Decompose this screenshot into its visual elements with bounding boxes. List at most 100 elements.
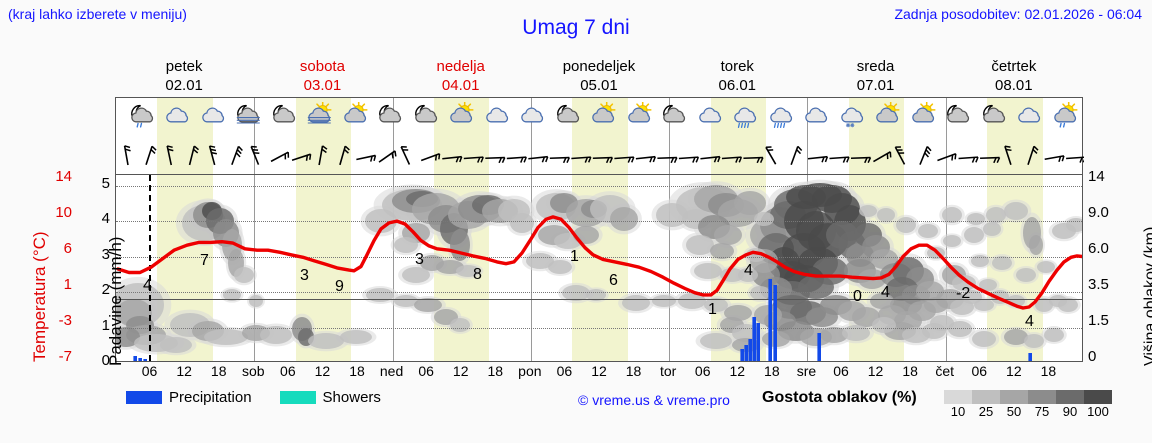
horizontal-gridline: [116, 185, 1082, 187]
temperature-value-label: 0: [853, 287, 862, 305]
time-tick-label: 06: [556, 363, 573, 379]
cloud-density-field: [116, 179, 1082, 356]
time-tick-label: sob: [241, 363, 265, 379]
cloud-density-scale-labels: 10 25 50 75 90 100: [944, 404, 1112, 419]
cloud-density-swatch: [1000, 390, 1028, 404]
day-header-četrtek: četrtek 08.01: [945, 55, 1083, 97]
time-tick-label: sre: [796, 363, 817, 379]
moon-cloud-icon: [375, 102, 409, 128]
day-date: 07.01: [856, 77, 895, 94]
moon-cloud-icon: [979, 102, 1013, 128]
time-tick-label: 12: [729, 363, 746, 379]
time-tick-label: 06: [833, 363, 849, 379]
time-tick-label: 12: [176, 363, 192, 379]
day-separator: [669, 175, 671, 361]
moon-cloud-icon: [943, 102, 977, 128]
cloud-density-tick: 25: [978, 404, 994, 419]
time-tick-label: 06: [141, 363, 158, 379]
weather-icon-row: [115, 97, 1083, 141]
temperature-value-label: 4: [143, 277, 152, 295]
cloud-icon: [198, 102, 232, 128]
temperature-value-label: 4: [881, 284, 890, 302]
cloud-height-axis-label: Višina oblakov (km): [1142, 226, 1152, 366]
moon-cloud-icon: [553, 102, 587, 128]
cloud-height-tick: 14: [1088, 168, 1105, 185]
cloud-icon: [695, 102, 729, 128]
menu-hint-text: (kraj lahko izberete v meniju): [8, 6, 187, 22]
moon-cloud-drizzle-icon: [127, 102, 161, 128]
cloud-density-swatch: [1056, 390, 1084, 404]
day-header-nedelja: nedelja 04.01: [392, 55, 530, 97]
time-tick-label: 06: [694, 363, 711, 379]
time-tick-label: 18: [210, 363, 227, 379]
day-header-sobota: sobota 03.01: [253, 55, 391, 97]
sun-cloud-icon: [872, 102, 906, 128]
day-name: sreda: [856, 58, 895, 75]
time-tick-label: 06: [280, 363, 296, 379]
showers-swatch: [279, 391, 316, 404]
time-tick-label: 06: [971, 363, 988, 379]
sun-cloud-icon: [588, 102, 622, 128]
cloud-height-tick: 9.0: [1088, 204, 1109, 221]
time-tick-label: 18: [902, 363, 918, 379]
temperature-tick: 10: [55, 204, 72, 221]
sun-cloud-icon: [446, 102, 480, 128]
moon-cloud-icon: [269, 102, 303, 128]
cloud-density-tick: 90: [1062, 404, 1078, 419]
temperature-axis-label: Temperatura (°C): [30, 231, 49, 362]
day-header-band: petek 02.01 sobota 03.01 nedelja 04.01 ponedel…: [115, 55, 1083, 97]
cloud-height-tick: 0: [1088, 348, 1097, 365]
cloud-density-tick: 100: [1087, 404, 1109, 419]
day-header-sreda: sreda 07.01: [806, 55, 944, 97]
cloud-rain-icon: [730, 102, 764, 128]
cloud-density-swatch: [1028, 390, 1056, 404]
moon-cloud-icon: [659, 102, 693, 128]
day-date: 04.01: [441, 77, 480, 94]
temperature-axis-title: Temperatura (°C): [6, 166, 49, 362]
time-tick-label: 12: [452, 363, 469, 379]
time-tick-label: 12: [314, 363, 331, 379]
sun-cloud-icon: [340, 102, 374, 128]
temperature-value-label: 4: [1025, 312, 1034, 330]
temperature-value-label: -2: [956, 285, 971, 303]
day-date: 02.01: [165, 77, 203, 94]
page-title: Umag 7 dni: [522, 16, 630, 39]
wind-barb-row: [115, 141, 1084, 174]
day-name: petek: [165, 58, 203, 75]
day-header-torek: torek 06.01: [668, 55, 806, 97]
cloud-icon: [482, 102, 516, 128]
time-tick-label: 18: [1040, 363, 1057, 379]
cloud-icon: [1014, 102, 1048, 128]
time-tick-label: 18: [349, 363, 365, 379]
day-name: ponedeljek: [562, 58, 636, 75]
day-header-ponedeljek: ponedeljek 05.01: [530, 55, 668, 97]
day-name: sobota: [299, 58, 345, 75]
credit-text[interactable]: © vreme.us & vreme.pro: [578, 392, 730, 408]
time-axis: 06 12 18 sob 06 12 18 ned 06 12 18 pon 06 12 18 tor 06 12…: [115, 363, 1083, 383]
day-name: nedelja: [436, 58, 485, 75]
sun-cloud-icon: [624, 102, 658, 128]
cloud-snow-icon: [837, 102, 871, 128]
cloud-icon: [162, 102, 196, 128]
day-name: četrtek: [991, 58, 1037, 75]
wind-barbs: [123, 145, 1084, 166]
temperature-curve: [116, 215, 1082, 361]
horizontal-gridline: [116, 221, 1082, 223]
day-separator: [807, 141, 809, 174]
zero-degree-line: [116, 299, 1082, 301]
horizontal-gridline: [116, 292, 1082, 294]
day-separator: [530, 141, 532, 174]
cloud-density-title: Gostota oblakov (%): [762, 389, 917, 406]
cloud-density-tick: 75: [1034, 404, 1050, 419]
time-tick-label: 18: [487, 363, 504, 379]
time-tick-label: 12: [591, 363, 607, 379]
temperature-value-label: 1: [570, 248, 579, 266]
precipitation-axis-title: Padavine (mm/h): [86, 166, 125, 366]
day-date: 08.01: [995, 77, 1033, 94]
cloud-density-swatch: [944, 390, 972, 404]
cloud-height-axis-title: Višina oblakov (km): [1122, 166, 1152, 366]
temperature-value-label: 7: [200, 252, 209, 270]
cloud-icon: [801, 102, 835, 128]
meteogram-plot: 4 7 3 9 3 8 1 6 1 4 0 4 -2 4: [115, 174, 1083, 362]
day-name: torek: [720, 58, 754, 75]
